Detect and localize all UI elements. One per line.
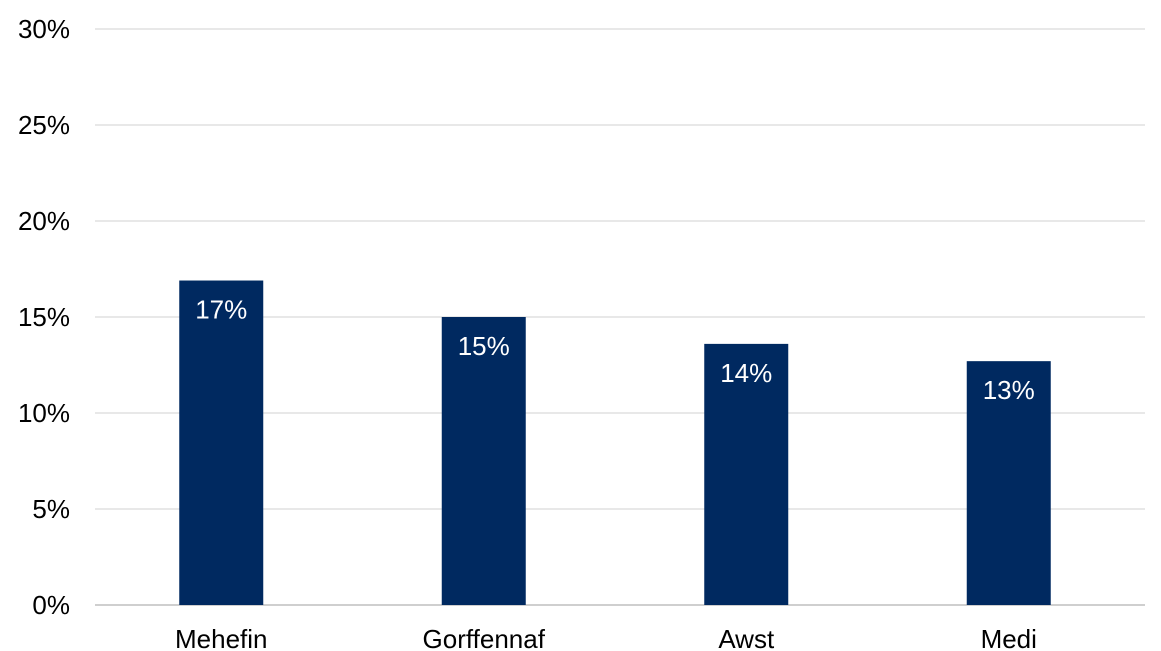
data-label: 15% <box>458 331 510 361</box>
y-tick-label: 15% <box>18 302 70 332</box>
y-tick-label: 10% <box>18 398 70 428</box>
x-tick-label: Medi <box>981 624 1037 651</box>
x-tick-label: Gorffennaf <box>423 624 546 651</box>
data-label: 13% <box>983 375 1035 405</box>
y-tick-label: 20% <box>18 206 70 236</box>
y-axis-tick-labels: 0% 5% 10% 15% 20% 25% 30% <box>18 14 70 620</box>
bars <box>179 280 1051 605</box>
y-tick-label: 0% <box>32 590 70 620</box>
bar <box>179 280 264 605</box>
y-tick-label: 5% <box>32 494 70 524</box>
x-tick-label: Mehefin <box>175 624 268 651</box>
x-axis-tick-labels: Mehefin Gorffennaf Awst Medi <box>175 624 1037 651</box>
bar <box>966 361 1051 605</box>
data-label: 17% <box>195 295 247 325</box>
y-tick-label: 25% <box>18 110 70 140</box>
bar <box>441 317 526 605</box>
x-tick-label: Awst <box>718 624 775 651</box>
gridlines <box>95 28 1145 606</box>
y-tick-label: 30% <box>18 14 70 44</box>
data-labels: 17% 15% 14% 13% <box>195 295 1035 406</box>
data-label: 14% <box>720 358 772 388</box>
bar <box>704 343 789 605</box>
